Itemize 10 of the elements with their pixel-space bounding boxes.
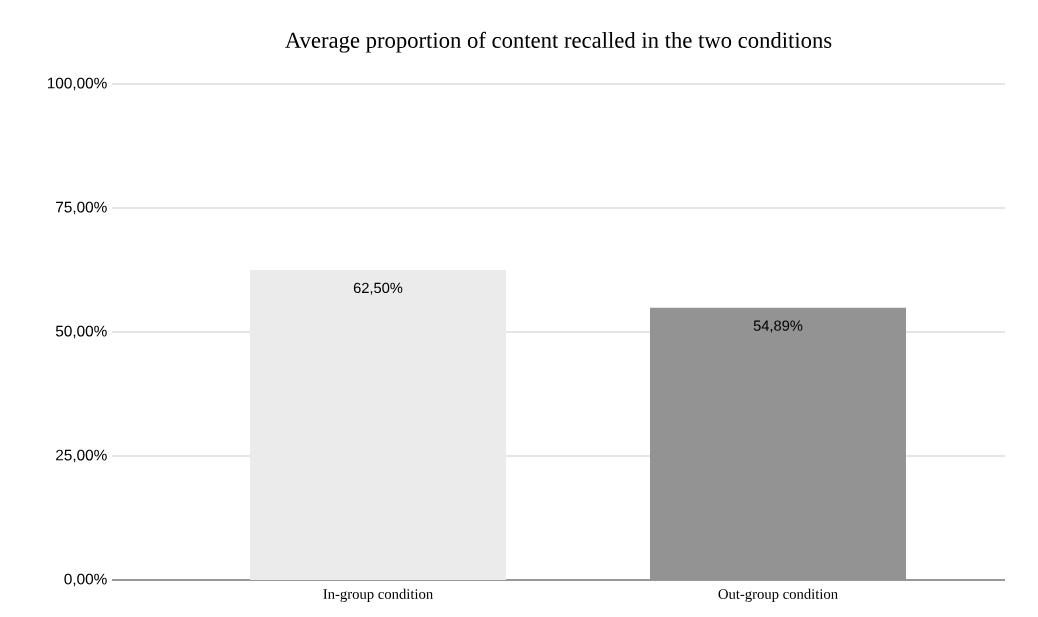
- y-tick-label: 0,00%: [64, 573, 107, 587]
- y-tick-label: 50,00%: [55, 325, 107, 339]
- x-tick-label: Out-group condition: [718, 588, 838, 603]
- y-tick-label: 25,00%: [56, 449, 107, 463]
- chart-title: Average proportion of content recalled in the two conditions: [285, 31, 832, 53]
- y-tick-label: 100,00%: [47, 77, 107, 91]
- x-tick-label: In-group condition: [323, 588, 433, 603]
- data-label: 54,89%: [753, 320, 803, 333]
- y-tick-label: 75,00%: [56, 201, 107, 215]
- data-label: 62,50%: [353, 282, 403, 295]
